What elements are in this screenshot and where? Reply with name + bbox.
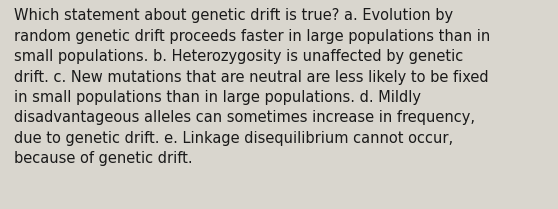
Text: Which statement about genetic drift is true? a. Evolution by
random genetic drif: Which statement about genetic drift is t… [14, 8, 490, 166]
